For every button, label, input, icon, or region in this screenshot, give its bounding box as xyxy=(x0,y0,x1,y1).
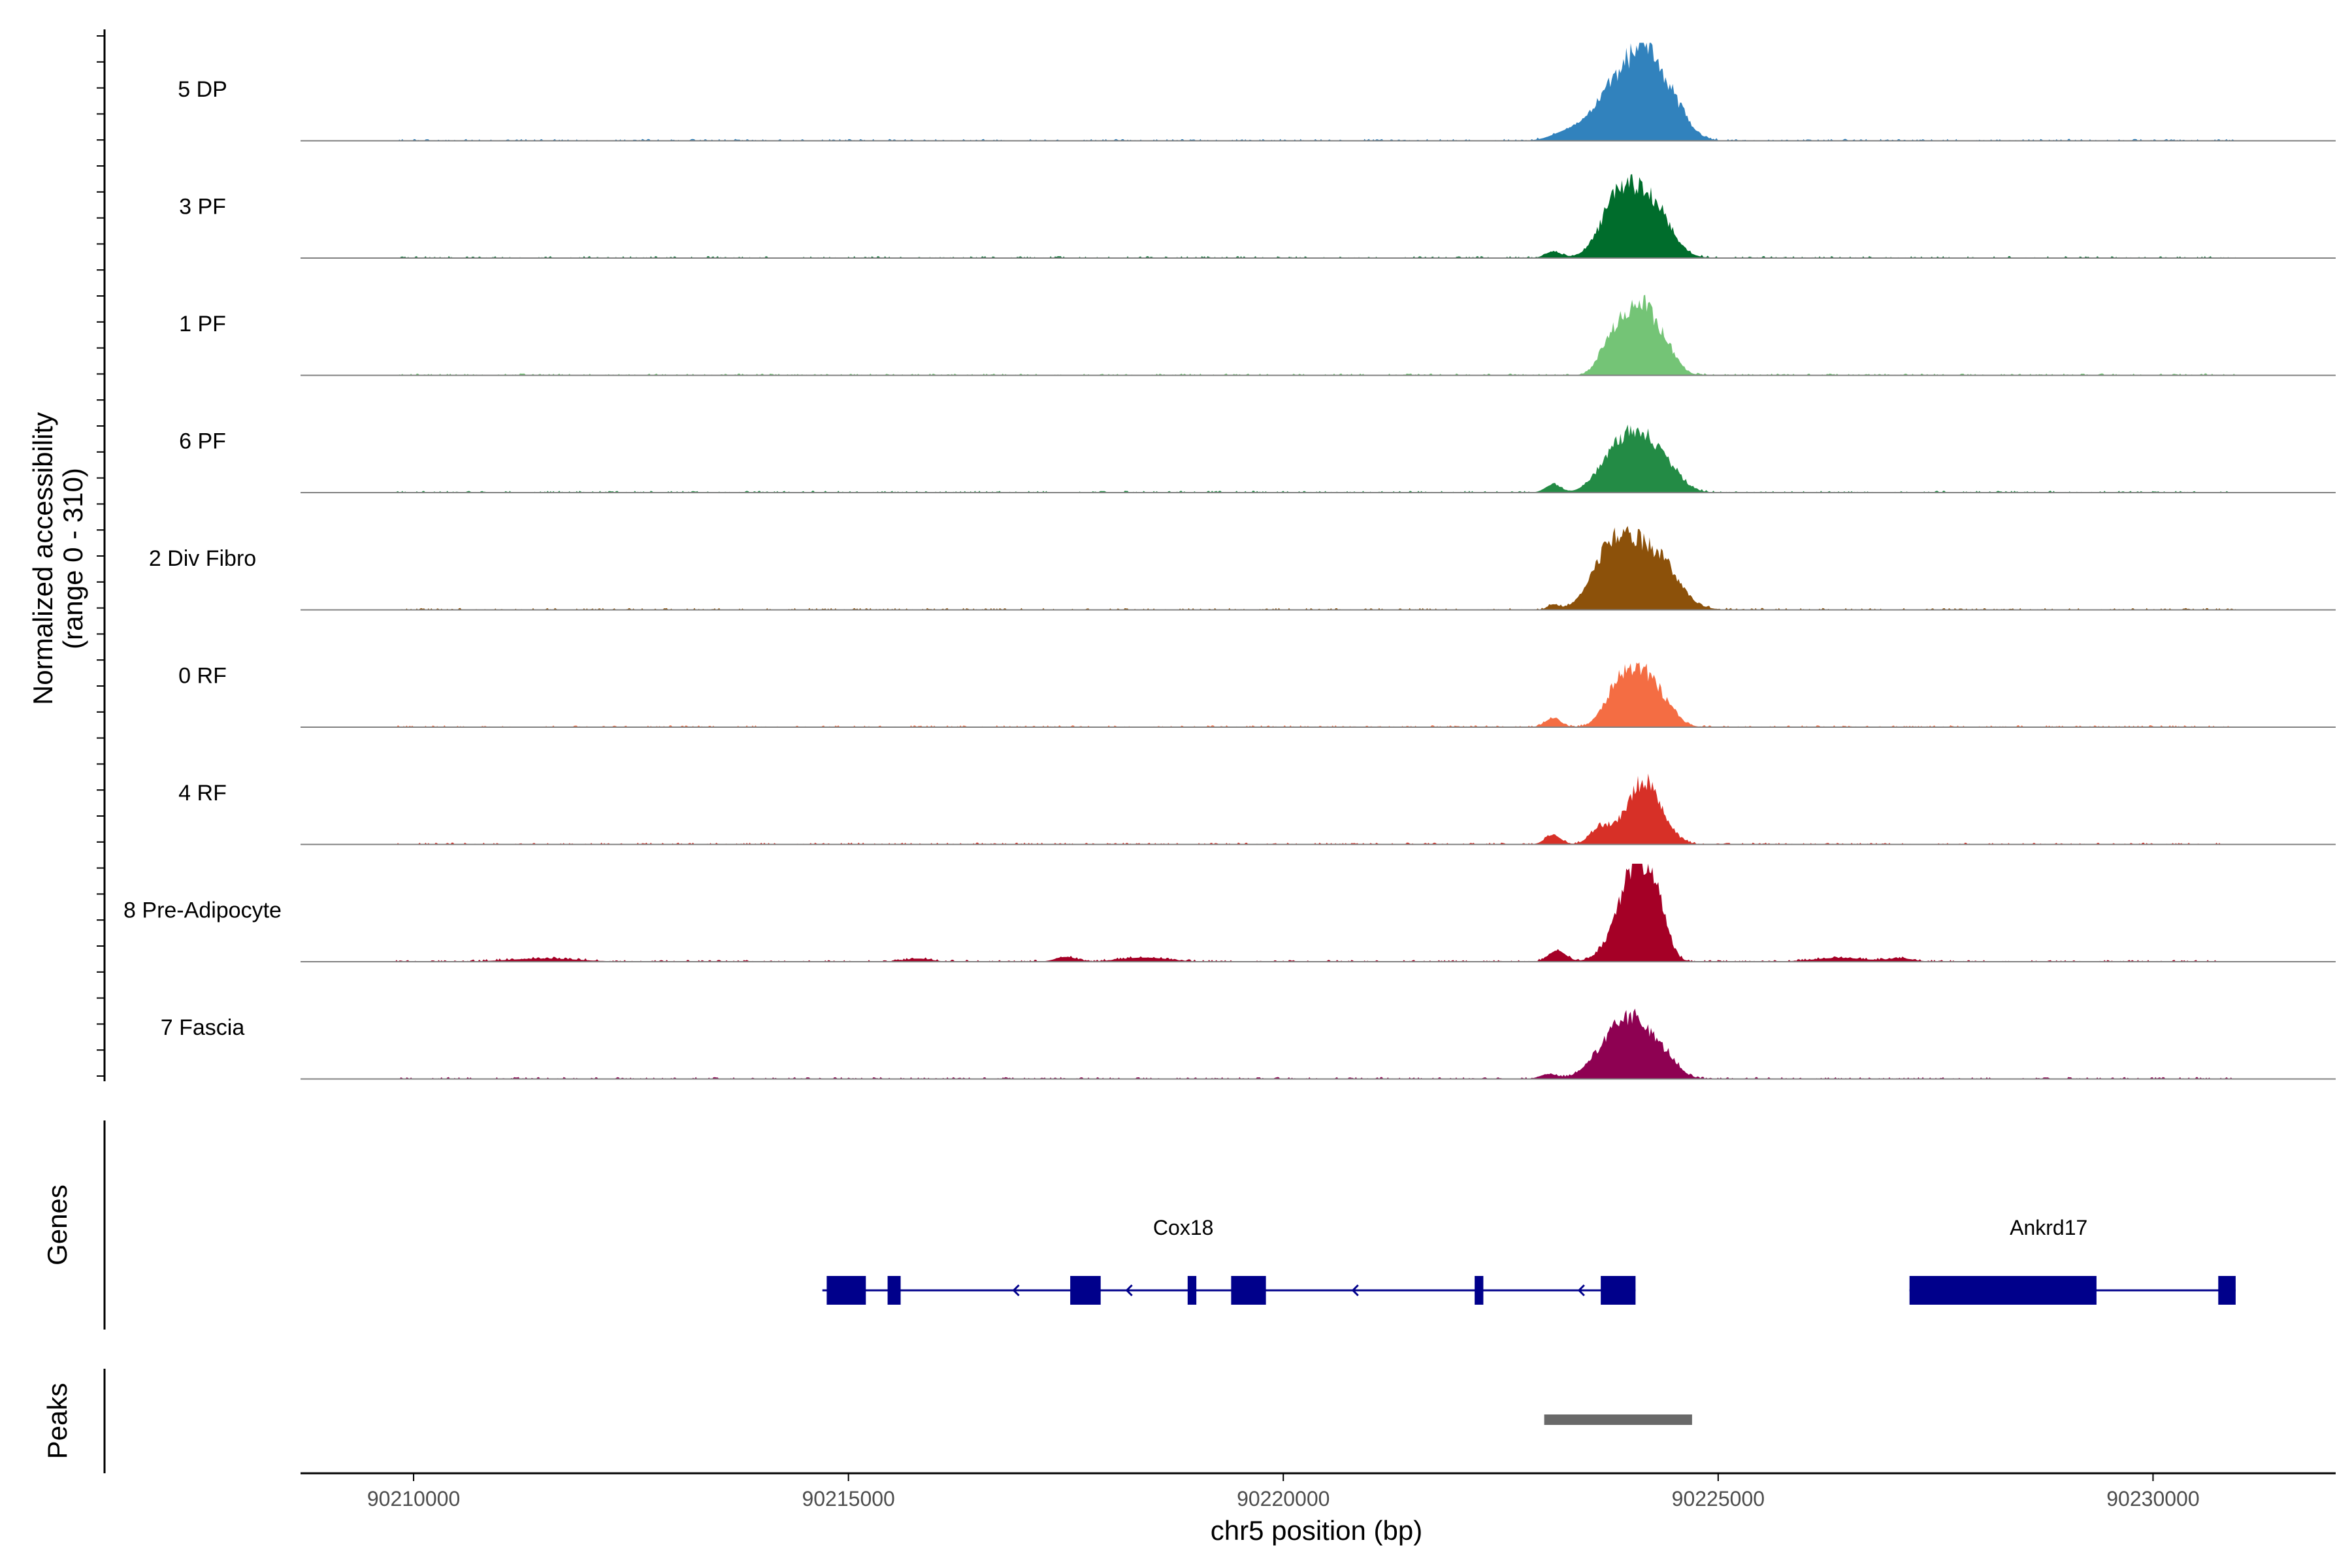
gene-exon xyxy=(1231,1276,1266,1305)
x-tick-label: 90210000 xyxy=(367,1487,460,1511)
coverage-track: 1 PF xyxy=(179,295,2336,376)
coverage-area xyxy=(301,1008,2336,1079)
x-tick-label: 90230000 xyxy=(2106,1487,2199,1511)
coverage-track: 4 RF xyxy=(178,774,2336,845)
strand-arrow xyxy=(1125,1284,1133,1297)
gene-exon xyxy=(1070,1276,1101,1305)
gene-exon xyxy=(2218,1276,2236,1305)
peaks-track xyxy=(1544,1414,1692,1425)
gene-exon xyxy=(887,1276,901,1305)
coverage-area xyxy=(301,174,2336,258)
track-label: 0 RF xyxy=(178,664,227,689)
coverage-track: 3 PF xyxy=(179,174,2336,259)
x-axis-title: chr5 position (bp) xyxy=(1211,1515,1423,1546)
gene-name-label: Cox18 xyxy=(1153,1216,1214,1239)
gene-exon xyxy=(1475,1276,1484,1305)
track-label: 5 DP xyxy=(178,77,227,102)
coverage-track: 0 RF xyxy=(178,662,2336,728)
x-tick-label: 90220000 xyxy=(1237,1487,1330,1511)
strand-arrow xyxy=(1577,1284,1585,1297)
gene-model: Ankrd17 xyxy=(1909,1216,2236,1305)
coverage-track: 8 Pre-Adipocyte xyxy=(123,864,2336,962)
track-label: 3 PF xyxy=(179,195,226,220)
genes-panel-title: Genes xyxy=(42,1184,73,1266)
coverage-area xyxy=(301,295,2336,376)
coverage-area xyxy=(301,424,2336,493)
strand-arrow xyxy=(1351,1284,1359,1297)
coverage-track: 2 Div Fibro xyxy=(149,526,2336,611)
x-axis-ticks: 90210000 90215000 90220000 90225000 90230000 xyxy=(367,1473,2200,1511)
gene-exon xyxy=(1601,1276,1636,1305)
track-label: 2 Div Fibro xyxy=(149,546,256,571)
coverage-track: 7 Fascia xyxy=(161,1008,2336,1080)
coverage-area xyxy=(301,864,2336,962)
gene-exon xyxy=(1187,1276,1197,1305)
coverage-area xyxy=(301,662,2336,727)
track-label: 1 PF xyxy=(179,312,226,336)
y-axis-title-line2: (range 0 - 310) xyxy=(57,468,88,649)
coverage-area xyxy=(301,42,2336,141)
track-label: 7 Fascia xyxy=(161,1015,245,1040)
gene-annotation-track: Cox18 Ankrd17 xyxy=(822,1216,2236,1305)
y-axis-title-line1: Normalized accessibility xyxy=(27,412,58,705)
peak-region xyxy=(1544,1414,1692,1425)
gene-exon xyxy=(826,1276,866,1305)
coverage-area xyxy=(301,774,2336,845)
coverage-tracks: 5 DP 3 PF 1 PF 6 PF 2 Div Fibro 0 RF 4 RF 8 Pre… xyxy=(123,42,2336,1080)
gene-exon xyxy=(1909,1276,2097,1305)
x-tick-label: 90225000 xyxy=(1672,1487,1765,1511)
gene-name-label: Ankrd17 xyxy=(2010,1216,2087,1239)
coverage-track: 5 DP xyxy=(178,42,2336,142)
strand-arrow xyxy=(1012,1284,1020,1297)
peaks-panel-title: Peaks xyxy=(42,1383,73,1460)
track-label: 8 Pre-Adipocyte xyxy=(123,898,282,923)
track-label: 6 PF xyxy=(179,429,226,454)
track-label: 4 RF xyxy=(178,781,227,806)
coverage-y-axis-ticks xyxy=(97,35,105,1077)
coverage-track: 6 PF xyxy=(179,424,2336,493)
gene-model: Cox18 xyxy=(822,1216,1636,1305)
coverage-area xyxy=(301,526,2336,610)
x-tick-label: 90215000 xyxy=(802,1487,894,1511)
